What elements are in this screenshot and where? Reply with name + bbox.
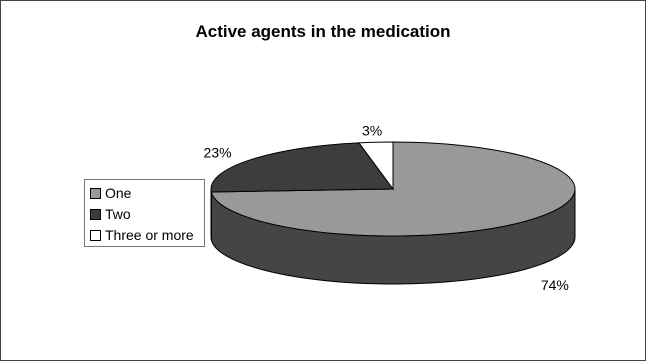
data-label-one: 74% — [541, 277, 569, 293]
legend-swatch-two — [90, 208, 101, 220]
pie-data-labels: 74% 23% 3% — [204, 123, 569, 293]
chart-title: Active agents in the medication — [195, 22, 451, 41]
legend-swatch-three-or-more — [90, 229, 101, 241]
data-label-three-or-more: 3% — [362, 123, 382, 139]
pie-slice-two — [210, 142, 394, 193]
pie-top — [210, 141, 576, 237]
pie-slice-three-or-more — [357, 141, 394, 191]
data-label-two: 23% — [204, 145, 232, 161]
legend-item-one: One — [90, 185, 131, 201]
legend-item-two: Two — [90, 206, 131, 222]
legend-label-three-or-more: Three or more — [105, 227, 194, 243]
legend-item-three-or-more: Three or more — [90, 227, 194, 243]
legend-label-two: Two — [105, 206, 131, 222]
legend: One Two Three or more — [84, 179, 205, 247]
legend-label-one: One — [105, 185, 132, 201]
legend-swatch-one — [90, 187, 101, 199]
